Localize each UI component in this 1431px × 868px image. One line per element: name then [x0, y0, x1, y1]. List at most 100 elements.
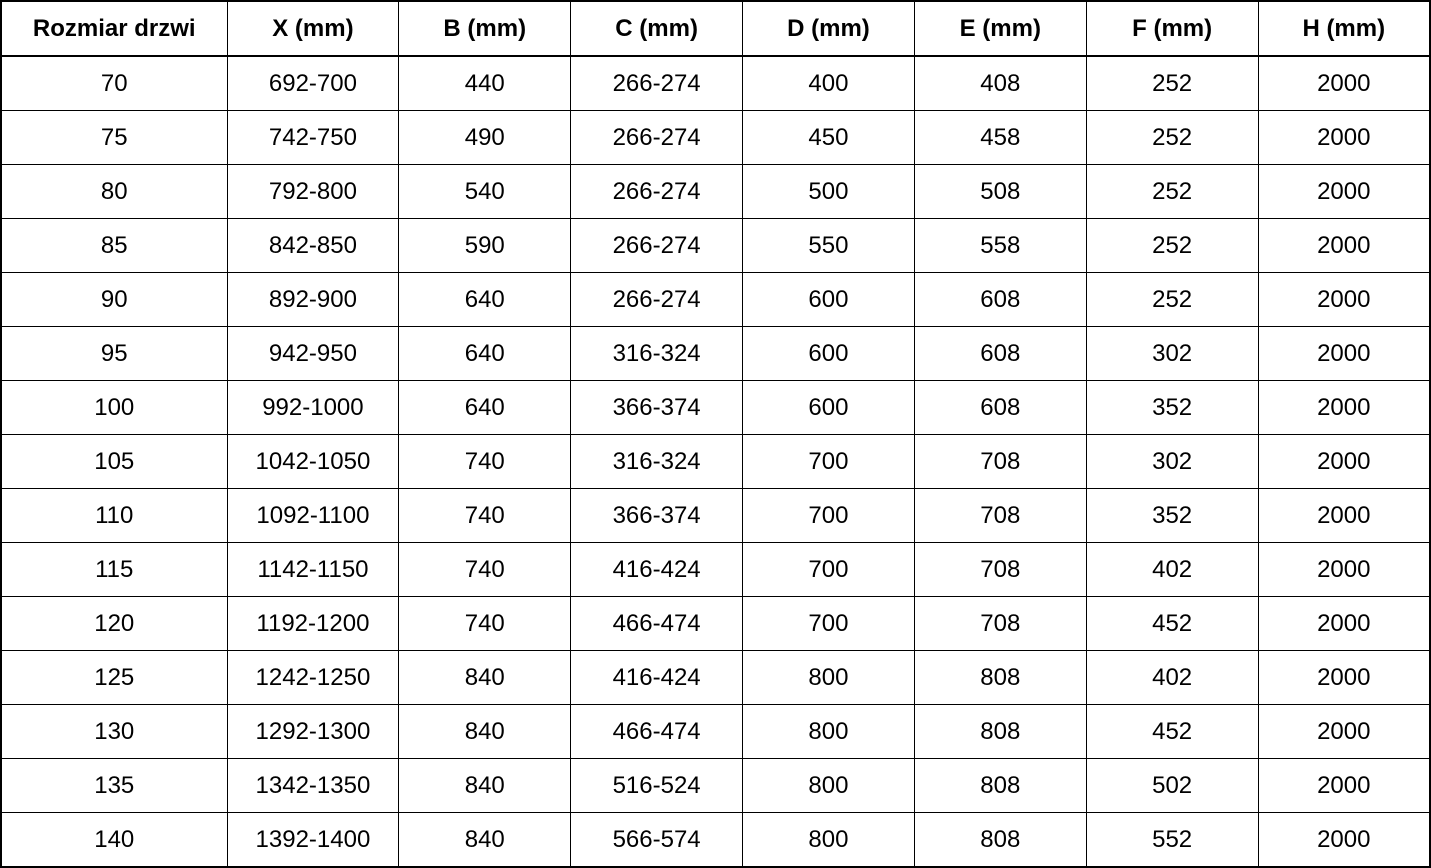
table-cell: 352 — [1085, 488, 1259, 543]
table-cell: 502 — [1085, 758, 1259, 813]
table-cell: 558 — [913, 218, 1087, 273]
table-cell: 1242-1250 — [226, 650, 400, 705]
table-cell: 2000 — [1257, 812, 1431, 868]
table-cell: 266-274 — [570, 218, 744, 273]
table-cell: 452 — [1085, 704, 1259, 759]
table-cell: 75 — [0, 110, 228, 165]
table-cell: 708 — [913, 542, 1087, 597]
column-header: D (mm) — [742, 0, 915, 57]
column-header: H (mm) — [1257, 0, 1431, 57]
table-cell: 466-474 — [570, 596, 744, 651]
table-cell: 2000 — [1257, 488, 1431, 543]
table-cell: 1392-1400 — [226, 812, 400, 868]
table-cell: 140 — [0, 812, 228, 868]
table-cell: 2000 — [1257, 164, 1431, 219]
table-cell: 366-374 — [570, 380, 744, 435]
table-cell: 302 — [1085, 434, 1259, 489]
table-header: Rozmiar drzwi X (mm) B (mm) C (mm) D (mm) E (… — [0, 0, 1431, 57]
table-cell: 2000 — [1257, 704, 1431, 759]
table-cell: 600 — [742, 272, 915, 327]
table-cell: 550 — [742, 218, 915, 273]
table-row: 105 1042-1050 740 316-324 700 708 302 2000 — [0, 434, 1431, 489]
table-cell: 2000 — [1257, 434, 1431, 489]
table-cell: 458 — [913, 110, 1087, 165]
column-header: C (mm) — [570, 0, 744, 57]
table-cell: 135 — [0, 758, 228, 813]
table-cell: 2000 — [1257, 272, 1431, 327]
table-cell: 2000 — [1257, 218, 1431, 273]
table-row: 95 942-950 640 316-324 600 608 302 2000 — [0, 326, 1431, 381]
table-cell: 252 — [1085, 218, 1259, 273]
table-cell: 792-800 — [226, 164, 400, 219]
header-row: Rozmiar drzwi X (mm) B (mm) C (mm) D (mm) E (… — [0, 0, 1431, 57]
table-cell: 450 — [742, 110, 915, 165]
table-cell: 700 — [742, 488, 915, 543]
table-cell: 808 — [913, 758, 1087, 813]
table-cell: 700 — [742, 434, 915, 489]
table-cell: 316-324 — [570, 326, 744, 381]
table-cell: 840 — [398, 812, 572, 868]
table-cell: 808 — [913, 650, 1087, 705]
table-cell: 266-274 — [570, 110, 744, 165]
table-row: 115 1142-1150 740 416-424 700 708 402 2000 — [0, 542, 1431, 597]
table-row: 130 1292-1300 840 466-474 800 808 452 2000 — [0, 704, 1431, 759]
table-cell: 252 — [1085, 110, 1259, 165]
table-row: 110 1092-1100 740 366-374 700 708 352 2000 — [0, 488, 1431, 543]
table-cell: 566-574 — [570, 812, 744, 868]
column-header: Rozmiar drzwi — [0, 0, 228, 57]
table-cell: 640 — [398, 272, 572, 327]
table-cell: 740 — [398, 434, 572, 489]
table-cell: 2000 — [1257, 542, 1431, 597]
table-cell: 252 — [1085, 272, 1259, 327]
table-cell: 2000 — [1257, 596, 1431, 651]
table-cell: 1292-1300 — [226, 704, 400, 759]
table-cell: 708 — [913, 596, 1087, 651]
table-row: 70 692-700 440 266-274 400 408 252 2000 — [0, 55, 1431, 111]
column-header: E (mm) — [913, 0, 1087, 57]
table-cell: 490 — [398, 110, 572, 165]
table-cell: 608 — [913, 380, 1087, 435]
table-cell: 500 — [742, 164, 915, 219]
column-header: F (mm) — [1085, 0, 1259, 57]
table-cell: 2000 — [1257, 380, 1431, 435]
table-cell: 408 — [913, 55, 1087, 111]
table-cell: 2000 — [1257, 55, 1431, 111]
table-cell: 70 — [0, 55, 228, 111]
table-cell: 402 — [1085, 650, 1259, 705]
table-cell: 840 — [398, 704, 572, 759]
table-row: 85 842-850 590 266-274 550 558 252 2000 — [0, 218, 1431, 273]
table-cell: 400 — [742, 55, 915, 111]
table-cell: 516-524 — [570, 758, 744, 813]
table-cell: 800 — [742, 758, 915, 813]
table-cell: 942-950 — [226, 326, 400, 381]
column-header: B (mm) — [398, 0, 572, 57]
table-cell: 416-424 — [570, 542, 744, 597]
table-cell: 608 — [913, 272, 1087, 327]
table-cell: 440 — [398, 55, 572, 111]
table-cell: 742-750 — [226, 110, 400, 165]
table-cell: 552 — [1085, 812, 1259, 868]
table-cell: 842-850 — [226, 218, 400, 273]
table-cell: 125 — [0, 650, 228, 705]
table-cell: 640 — [398, 380, 572, 435]
table-cell: 85 — [0, 218, 228, 273]
table-cell: 840 — [398, 758, 572, 813]
table-cell: 2000 — [1257, 326, 1431, 381]
table-cell: 266-274 — [570, 55, 744, 111]
table-cell: 1092-1100 — [226, 488, 400, 543]
table-row: 120 1192-1200 740 466-474 700 708 452 2000 — [0, 596, 1431, 651]
table-cell: 700 — [742, 596, 915, 651]
table-cell: 608 — [913, 326, 1087, 381]
table-body: 70 692-700 440 266-274 400 408 252 2000 75 742-75… — [0, 55, 1431, 868]
table-cell: 266-274 — [570, 272, 744, 327]
table-row: 140 1392-1400 840 566-574 800 808 552 2000 — [0, 812, 1431, 868]
table-cell: 1342-1350 — [226, 758, 400, 813]
table-cell: 708 — [913, 434, 1087, 489]
table-cell: 302 — [1085, 326, 1259, 381]
table-row: 135 1342-1350 840 516-524 800 808 502 2000 — [0, 758, 1431, 813]
table-cell: 120 — [0, 596, 228, 651]
table-cell: 2000 — [1257, 758, 1431, 813]
table-cell: 252 — [1085, 164, 1259, 219]
table-cell: 808 — [913, 704, 1087, 759]
column-header: X (mm) — [226, 0, 400, 57]
